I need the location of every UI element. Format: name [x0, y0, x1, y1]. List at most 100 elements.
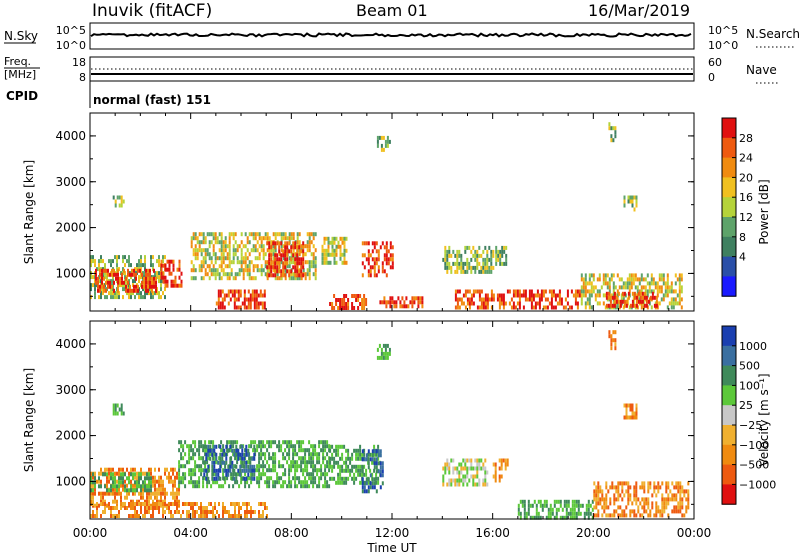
echo-cell [120, 403, 123, 408]
echo-cell [343, 460, 346, 465]
echo-cell [375, 465, 378, 470]
echo-cell [94, 476, 96, 481]
echo-cell [190, 456, 193, 461]
echo-cell [367, 273, 370, 278]
echo-cell [200, 502, 202, 506]
echo-cell [228, 248, 231, 253]
echo-cell [284, 456, 287, 461]
echo-cell [228, 440, 231, 445]
echo-region [623, 403, 638, 420]
echo-cell [226, 252, 229, 257]
echo-cell [500, 301, 503, 306]
echo-cell [567, 499, 570, 504]
echo-cell [649, 509, 652, 514]
echo-cell [118, 467, 120, 472]
echo-cell [478, 269, 481, 274]
echo-cell [100, 499, 102, 504]
echo-cell [615, 299, 618, 304]
echo-cell [233, 452, 236, 457]
echo-cell [383, 300, 386, 305]
echo-cell [308, 448, 311, 453]
echo-cell [164, 471, 166, 476]
echo-cell [666, 277, 669, 282]
echo-cell [140, 467, 142, 472]
echo-cell [497, 253, 500, 258]
echo-cell [204, 464, 207, 469]
echo-cell [490, 269, 493, 274]
echo-cell [198, 514, 200, 518]
echo-cell [92, 510, 94, 514]
echo-cell [347, 468, 350, 473]
echo-cell [468, 466, 471, 471]
echo-cell [339, 302, 342, 306]
echo-cell [239, 289, 242, 294]
echo-cell [151, 288, 153, 293]
echo-cell [122, 483, 124, 488]
echo-cell [623, 303, 626, 308]
echo-cell [92, 499, 94, 504]
echo-cell [300, 484, 303, 489]
echo-cell [413, 300, 416, 305]
echo-cell [251, 472, 254, 477]
echo-cell [140, 291, 142, 296]
echo-cell [381, 300, 384, 305]
echo-cell [97, 280, 99, 285]
echo-cell [646, 293, 649, 298]
echo-cell [222, 476, 225, 481]
echo-cell [333, 476, 336, 481]
echo-cell [683, 493, 686, 498]
echo-cell [158, 499, 160, 504]
echo-cell [351, 452, 354, 457]
echo-cell [312, 448, 315, 453]
echo-cell [345, 468, 348, 473]
echo-cell [118, 514, 120, 518]
echo-cell [194, 252, 197, 257]
echo-cell [456, 305, 459, 310]
echo-cell [678, 297, 681, 302]
echo-cell [637, 497, 640, 502]
echo-cell [326, 484, 329, 489]
echo-cell [90, 499, 92, 504]
echo-cell [258, 484, 261, 489]
echo-cell [495, 257, 498, 262]
echo-cell [522, 305, 525, 310]
echo-cell [128, 471, 130, 476]
echo-cell [92, 475, 94, 480]
echo-cell [482, 297, 485, 302]
echo-cell [180, 444, 183, 449]
echo-cell [613, 299, 616, 304]
echo-cell [284, 241, 287, 246]
echo-cell [302, 241, 305, 246]
echo-cell [587, 507, 590, 512]
echo-cell [341, 452, 344, 457]
echo-cell [212, 244, 215, 249]
echo-cell [446, 265, 449, 270]
echo-cell [226, 440, 229, 445]
echo-cell [147, 276, 149, 281]
echo-cell [351, 468, 354, 473]
echo-cell [361, 457, 364, 462]
echo-cell [103, 288, 105, 293]
echo-cell [322, 460, 325, 465]
echo-cell [217, 297, 220, 302]
echo-cell [132, 488, 134, 493]
echo-cell [116, 506, 118, 510]
echo-cell [476, 466, 479, 471]
echo-cell [204, 256, 207, 261]
time-tick-label: 20:00 [576, 526, 611, 540]
colorbar-swatch [722, 405, 736, 426]
echo-cell [207, 464, 210, 469]
echo-cell [109, 284, 111, 289]
echo-region [605, 291, 658, 308]
echo-cell [236, 260, 239, 265]
echo-cell [212, 268, 215, 273]
echo-cell [146, 291, 148, 296]
echo-cell [484, 245, 487, 250]
echo-cell [280, 444, 283, 449]
echo-cell [661, 497, 664, 502]
echo-cell [324, 444, 327, 449]
echo-cell [120, 495, 122, 500]
station-title: Inuvik (fitACF) [92, 1, 212, 21]
echo-cell [468, 265, 471, 270]
echo-cell [535, 511, 538, 516]
